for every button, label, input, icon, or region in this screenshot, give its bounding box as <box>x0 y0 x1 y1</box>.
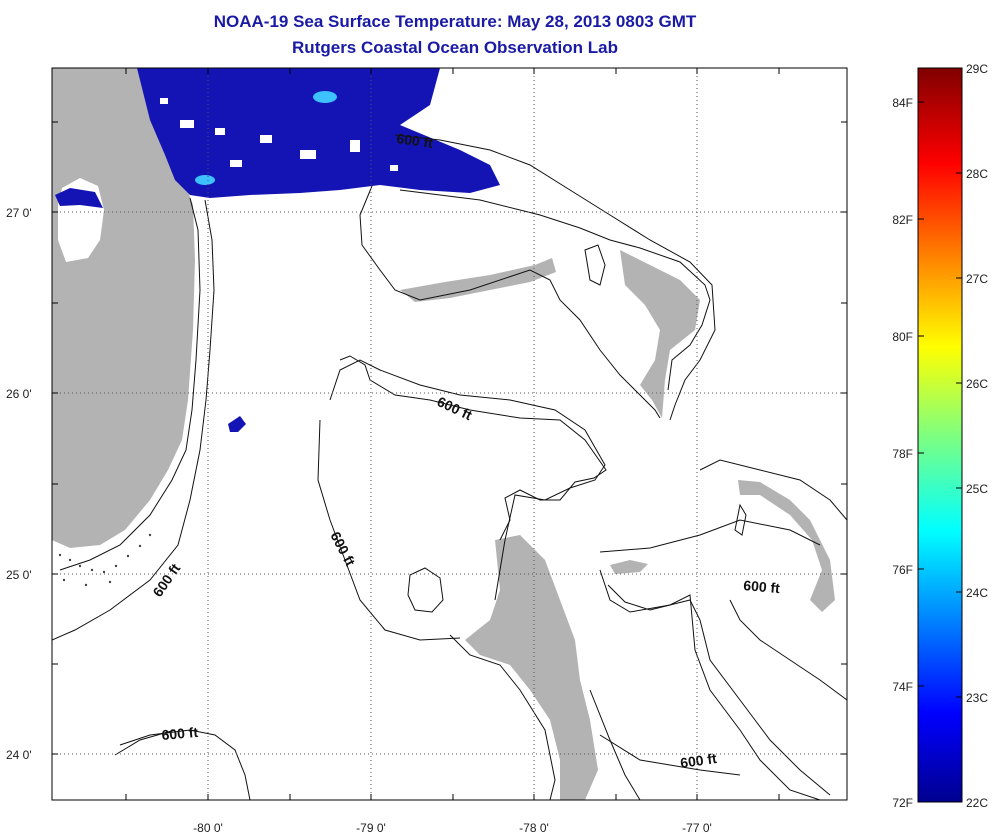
y-tick-label: 24 0' <box>6 748 32 762</box>
cold-water-patch <box>55 188 103 208</box>
y-tick-label: 27 0' <box>6 206 32 220</box>
graticule <box>52 68 847 800</box>
contour-label: 600 ft <box>396 130 435 151</box>
colorbar-f-label: 74F <box>892 680 913 694</box>
eleuthera <box>738 480 835 612</box>
colorbar-f-label: 82F <box>892 213 913 227</box>
colorbar-f-label: 76F <box>892 563 913 577</box>
map-title: NOAA-19 Sea Surface Temperature: May 28,… <box>213 12 697 31</box>
contour-label: 600 ft <box>679 750 718 771</box>
colorbar-f-label: 78F <box>892 447 913 461</box>
andros-island <box>465 535 598 800</box>
contour-label: 600 ft <box>149 560 183 599</box>
x-tick-label: -80 0' <box>193 821 223 835</box>
colorbar-ticks <box>918 101 962 698</box>
cloud-specks <box>160 98 398 171</box>
grand-bahama <box>400 258 556 302</box>
colorbar-c-label: 27C <box>966 272 988 286</box>
map-frame <box>51 67 848 801</box>
y-tick-label: 25 0' <box>6 568 32 582</box>
new-providence <box>610 560 648 574</box>
colorbar-c-label: 24C <box>966 586 988 600</box>
contour-label: 600 ft <box>743 577 781 596</box>
cold-water-region <box>137 68 500 198</box>
x-tick-label: -79 0' <box>356 821 386 835</box>
axis-ticks <box>52 68 847 800</box>
colorbar-c-label: 28C <box>966 167 988 181</box>
x-tick-label: -78 0' <box>519 821 549 835</box>
contour-label: 600 ft <box>435 393 475 423</box>
colorbar-f-label: 72F <box>892 796 913 810</box>
contour-label: 600 ft <box>327 529 358 569</box>
y-tick-label: 26 0' <box>6 387 32 401</box>
colorbar-c-label: 23C <box>966 691 988 705</box>
colorbar-c-label: 25C <box>966 482 988 496</box>
colorbar-f-label: 80F <box>892 330 913 344</box>
isobath-600ft <box>52 134 847 800</box>
colorbar-f-label: 84F <box>892 96 913 110</box>
cold-water-patch <box>228 416 246 432</box>
coastlines <box>59 185 847 800</box>
contour-label: 600 ft <box>161 724 199 743</box>
warm-spot <box>313 91 337 103</box>
x-tick-label: -77 0' <box>682 821 712 835</box>
colorbar-c-label: 26C <box>966 377 988 391</box>
colorbar-c-label: 22C <box>966 796 988 810</box>
great-abaco <box>620 250 700 418</box>
map-subtitle: Rutgers Coastal Ocean Observation Lab <box>292 38 618 57</box>
colorbar-c-label: 29C <box>966 62 988 76</box>
colorbar <box>917 67 963 803</box>
florida-keys <box>58 533 152 587</box>
warm-spot <box>195 175 215 185</box>
